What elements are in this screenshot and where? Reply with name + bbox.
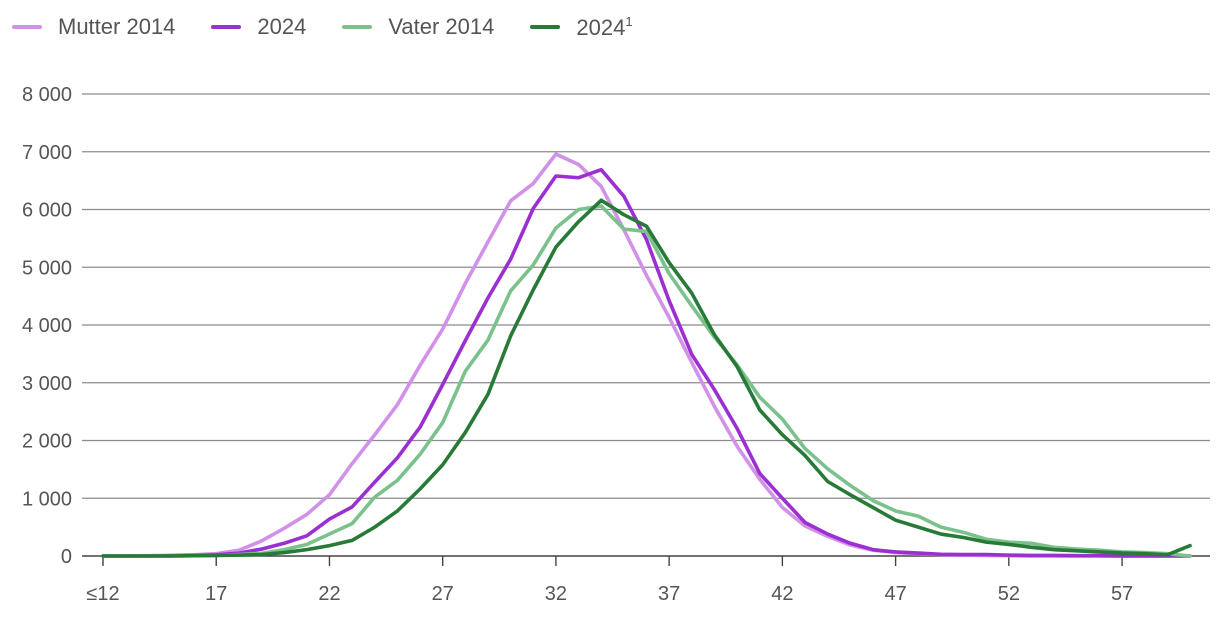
x-tick-label: 27 — [432, 583, 454, 605]
x-tick-label: 22 — [318, 583, 340, 605]
legend-label-mutter-2014: Mutter 2014 — [58, 14, 176, 39]
x-tick-label: ≤12 — [86, 583, 119, 605]
chart-legend: Mutter 2014 2024 Vater 2014 20241 — [12, 12, 669, 42]
y-axis-labels: 0 1 000 2 000 3 000 4 000 5 000 6 000 7 000 8 00… — [22, 84, 72, 568]
legend-item-vater-2024[interactable]: 20241 — [530, 13, 633, 41]
y-tick-label: 5 000 — [22, 257, 72, 279]
legend-label-vater-2024: 20241 — [576, 13, 633, 40]
legend-label-mutter-2024: 2024 — [257, 14, 307, 39]
series-lines — [101, 152, 1192, 558]
legend-swatch-vater-2024 — [530, 25, 561, 29]
legend-label-vater-2014: Vater 2014 — [388, 14, 495, 39]
y-tick-label: 7 000 — [22, 142, 72, 164]
legend-swatch-vater-2014 — [342, 25, 373, 29]
x-tick-label: 32 — [545, 583, 567, 605]
x-tick-label: 42 — [771, 583, 793, 605]
gridlines — [82, 93, 1210, 499]
y-tick-label: 8 000 — [22, 84, 72, 106]
series-line-2024[interactable] — [101, 167, 1192, 558]
legend-item-vater-2014[interactable]: Vater 2014 — [342, 14, 494, 40]
series-line-mutter-2014[interactable] — [101, 152, 1192, 558]
legend-swatch-mutter-2024 — [211, 25, 242, 29]
x-tick-label: 52 — [998, 583, 1020, 605]
y-tick-label: 6 000 — [22, 200, 72, 222]
series-line-2024[interactable] — [101, 198, 1192, 558]
y-tick-label: 2 000 — [22, 431, 72, 453]
legend-swatch-mutter-2014 — [12, 25, 42, 29]
x-tick-label: 37 — [658, 583, 680, 605]
y-tick-label: 0 — [61, 546, 72, 568]
legend-item-mutter-2014[interactable]: Mutter 2014 — [12, 14, 175, 40]
y-tick-label: 1 000 — [22, 488, 72, 510]
series-line-vater-2014[interactable] — [101, 204, 1192, 558]
x-tick-label: 47 — [884, 583, 906, 605]
y-tick-label: 4 000 — [22, 315, 72, 337]
x-tick-label: 57 — [1111, 583, 1133, 605]
x-axis-labels: ≤12 17 22 27 32 37 42 47 52 57 — [86, 583, 1133, 605]
legend-item-mutter-2024[interactable]: 2024 — [211, 14, 306, 40]
x-tick-label: 17 — [205, 583, 227, 605]
y-tick-label: 3 000 — [22, 373, 72, 395]
